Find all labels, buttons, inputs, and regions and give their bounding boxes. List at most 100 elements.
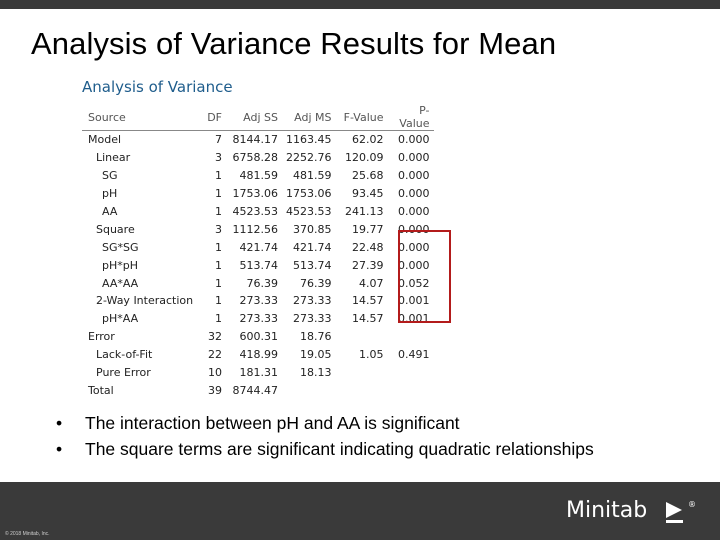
- cell-source: SG: [102, 169, 118, 183]
- cell-p-value: 0.491: [398, 348, 430, 362]
- cell-df: 7: [215, 133, 222, 147]
- bullet-text: The square terms are significant indicat…: [85, 439, 594, 459]
- column-header-adj-ss: Adj SS: [226, 104, 282, 131]
- cell-adj-ss: 1753.06: [232, 187, 279, 201]
- cell-df: 1: [215, 276, 222, 290]
- cell-adj-ms: 370.85: [293, 222, 332, 236]
- table-row: Model 7 8144.17 1163.45 62.02 0.000: [82, 131, 434, 149]
- table-row: Total 39 8744.47: [82, 381, 434, 399]
- cell-df: 10: [208, 366, 222, 380]
- cell-f-value: 93.45: [352, 187, 384, 201]
- cell-source: Pure Error: [96, 366, 151, 380]
- cell-adj-ss: 4523.53: [232, 205, 279, 218]
- cell-adj-ss: 8144.17: [232, 133, 279, 147]
- cell-source: Lack-of-Fit: [96, 348, 153, 362]
- table-row: SG*SG 1 421.74 421.74 22.48 0.000: [82, 238, 434, 256]
- cell-adj-ms: 4523.53: [286, 205, 332, 218]
- cell-df: 3: [215, 151, 222, 165]
- top-bar: [0, 0, 720, 9]
- cell-adj-ms: 2252.76: [286, 151, 332, 165]
- cell-f-value: 1.05: [359, 348, 384, 362]
- cell-f-value: [336, 328, 388, 346]
- anova-header-row: Source DF Adj SS Adj MS F-Value P-Value: [82, 104, 434, 131]
- cell-f-value: [336, 381, 388, 399]
- cell-source: pH: [102, 187, 118, 201]
- cell-adj-ms: 1753.06: [286, 187, 332, 201]
- column-header-f-value: F-Value: [335, 104, 388, 131]
- table-row: Square 3 1112.56 370.85 19.77 0.000: [82, 220, 434, 238]
- cell-source: Linear: [96, 151, 131, 165]
- table-row: pH 1 1753.06 1753.06 93.45 0.000: [82, 185, 434, 203]
- cell-adj-ss: 181.31: [239, 366, 279, 380]
- cell-df: 3: [215, 222, 222, 236]
- cell-df: 22: [208, 348, 222, 362]
- cell-source: AA*AA: [102, 276, 139, 290]
- cell-p-value: 0.052: [398, 276, 430, 290]
- cell-f-value: [336, 364, 388, 382]
- table-row: SG 1 481.59 481.59 25.68 0.000: [82, 167, 434, 185]
- cell-adj-ss: 273.33: [239, 294, 279, 308]
- table-row: 2-Way Interaction 1 273.33 273.33 14.57 0.001: [82, 292, 434, 310]
- cell-adj-ss: 76.39: [246, 276, 279, 290]
- cell-df: 1: [215, 187, 222, 201]
- cell-source: SG*SG: [102, 240, 139, 254]
- cell-adj-ms: 273.33: [293, 294, 332, 308]
- bullet-item: • The interaction between pH and AA is si…: [56, 410, 594, 436]
- cell-source: AA: [102, 205, 118, 218]
- bullet-glyph: •: [56, 439, 63, 459]
- cell-adj-ms: 19.05: [300, 348, 332, 362]
- table-row: Error 32 600.31 18.76: [82, 328, 434, 346]
- cell-adj-ss: 273.33: [239, 312, 279, 326]
- cell-p-value: [388, 381, 434, 399]
- anova-heading: Analysis of Variance: [82, 78, 233, 96]
- cell-f-value: 14.57: [352, 312, 384, 326]
- table-row: Lack-of-Fit 22 418.99 19.05 1.05 0.491: [82, 346, 434, 364]
- cell-df: 39: [208, 383, 222, 397]
- minitab-arrow-icon: ®: [666, 500, 696, 523]
- registered-mark: ®: [688, 500, 696, 509]
- cell-source: Model: [88, 133, 122, 147]
- p-value-highlight-box: [398, 230, 451, 323]
- table-row: Pure Error 10 181.31 18.13: [82, 364, 434, 382]
- cell-adj-ss: 421.74: [239, 240, 279, 254]
- cell-p-value: 0.000: [398, 258, 430, 272]
- column-header-adj-ms: Adj MS: [282, 104, 336, 131]
- table-row: Linear 3 6758.28 2252.76 120.09 0.000: [82, 149, 434, 167]
- cell-f-value: 14.57: [352, 294, 384, 308]
- cell-df: 1: [215, 240, 222, 254]
- cell-p-value: 0.000: [398, 169, 430, 183]
- column-header-p-value: P-Value: [387, 104, 434, 131]
- cell-adj-ss: 600.31: [239, 330, 279, 344]
- cell-p-value: 0.000: [398, 240, 430, 254]
- cell-f-value: 19.77: [352, 222, 384, 236]
- cell-df: 1: [215, 294, 222, 308]
- cell-p-value: 0.000: [398, 205, 430, 218]
- cell-p-value: 0.001: [398, 294, 430, 308]
- cell-adj-ms: 18.76: [300, 330, 332, 344]
- cell-adj-ms: 481.59: [293, 169, 332, 183]
- cell-adj-ms: 273.33: [293, 312, 332, 326]
- cell-p-value: [388, 328, 434, 346]
- cell-f-value: 241.13: [345, 205, 384, 218]
- cell-f-value: 62.02: [352, 133, 384, 147]
- cell-adj-ss: 8744.47: [232, 383, 279, 397]
- cell-adj-ms: 513.74: [293, 258, 332, 272]
- cell-df: 32: [208, 330, 222, 344]
- cell-f-value: 120.09: [345, 151, 384, 165]
- cell-source: 2-Way Interaction: [96, 294, 194, 308]
- cell-f-value: 22.48: [352, 240, 384, 254]
- cell-df: 1: [215, 169, 222, 183]
- column-header-df: DF: [198, 104, 226, 131]
- cell-adj-ss: 6758.28: [232, 151, 279, 165]
- cell-adj-ss: 1112.56: [232, 222, 279, 236]
- cell-adj-ss: 513.74: [239, 258, 279, 272]
- table-row: pH*pH 1 513.74 513.74 27.39 0.000: [82, 256, 434, 274]
- cell-p-value: 0.000: [398, 133, 430, 147]
- copyright-text: © 2018 Minitab, Inc.: [5, 531, 50, 537]
- cell-source: Total: [88, 383, 114, 397]
- cell-f-value: 25.68: [352, 169, 384, 183]
- cell-p-value: 0.000: [398, 151, 430, 165]
- cell-p-value: [388, 364, 434, 382]
- cell-f-value: 27.39: [352, 258, 384, 272]
- cell-df: 1: [215, 205, 222, 218]
